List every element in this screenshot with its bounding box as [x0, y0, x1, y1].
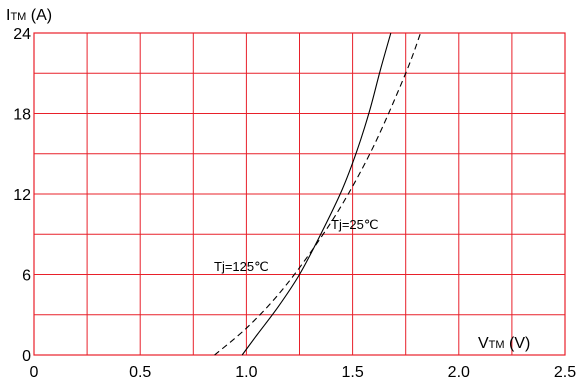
y-axis-label: ITM (A): [6, 7, 52, 24]
y-tick-label: 6: [22, 268, 31, 285]
y-tick-label: 24: [13, 26, 31, 43]
y-tick-label: 0: [22, 348, 31, 365]
annotation-tj-125: Tj=125℃: [214, 259, 269, 274]
series-line-tj-25: [241, 32, 392, 356]
grid-lines: [34, 33, 565, 355]
y-tick-label: 12: [13, 187, 31, 204]
x-axis-label: VTM (V): [478, 335, 530, 352]
x-tick-label: 2.5: [554, 364, 576, 381]
series-lines: [214, 32, 422, 356]
x-tick-label: 1.0: [235, 364, 257, 381]
x-tick-label: 1.5: [341, 364, 363, 381]
tick-labels: 0 0.5 1.0 1.5 2.0 2.5 0 6 12 18 24: [13, 26, 576, 381]
x-tick-label: 2.0: [448, 364, 470, 381]
x-tick-label: 0: [30, 364, 39, 381]
x-tick-label: 0.5: [129, 364, 151, 381]
y-tick-label: 18: [13, 107, 31, 124]
annotation-tj-25: Tj=25℃: [331, 217, 378, 232]
plot-frame: [33, 32, 566, 356]
series-line-tj-125: [214, 32, 422, 356]
